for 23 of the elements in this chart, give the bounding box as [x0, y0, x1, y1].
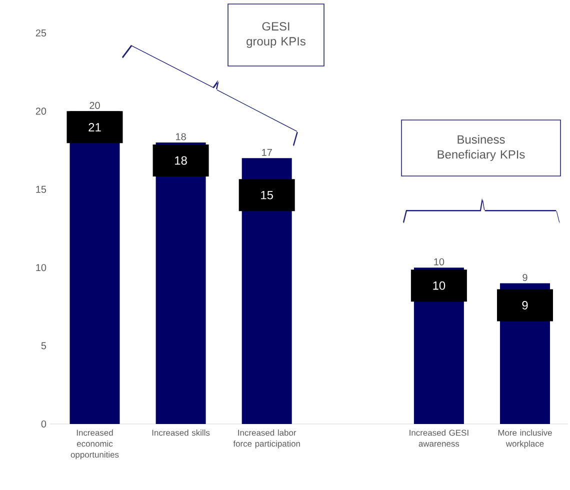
- data-label: 9: [522, 274, 528, 282]
- x-tick-label: Increased labor force participation: [233, 430, 300, 448]
- annotation: 15: [261, 190, 273, 200]
- annotation: GESI group KPIs: [246, 22, 306, 48]
- annotation: Business Beneficiary KPIs: [438, 134, 525, 162]
- x-tick-label: Increased skills: [152, 430, 210, 436]
- y-tick-label: 0: [41, 420, 46, 428]
- y-tick-label: 15: [36, 186, 46, 193]
- y-tick-label: 25: [36, 29, 46, 37]
- data-label: 20: [90, 102, 100, 109]
- y-tick-label: 10: [36, 264, 46, 272]
- annotation: 10: [433, 281, 446, 290]
- data-label: 17: [262, 149, 272, 156]
- data-label: 10: [434, 258, 444, 266]
- annotation: 18: [175, 156, 187, 165]
- annotation: 9: [522, 300, 528, 310]
- x-tick-label: More inclusive workplace: [498, 430, 552, 448]
- x-tick-label: Increased GESI awareness: [410, 430, 468, 447]
- data-label: 18: [176, 133, 186, 140]
- y-tick-label: 5: [41, 342, 46, 350]
- annotation: 21: [88, 123, 101, 132]
- x-tick-label: Increased economic opportunities: [70, 430, 119, 460]
- y-tick-label: 20: [36, 108, 46, 115]
